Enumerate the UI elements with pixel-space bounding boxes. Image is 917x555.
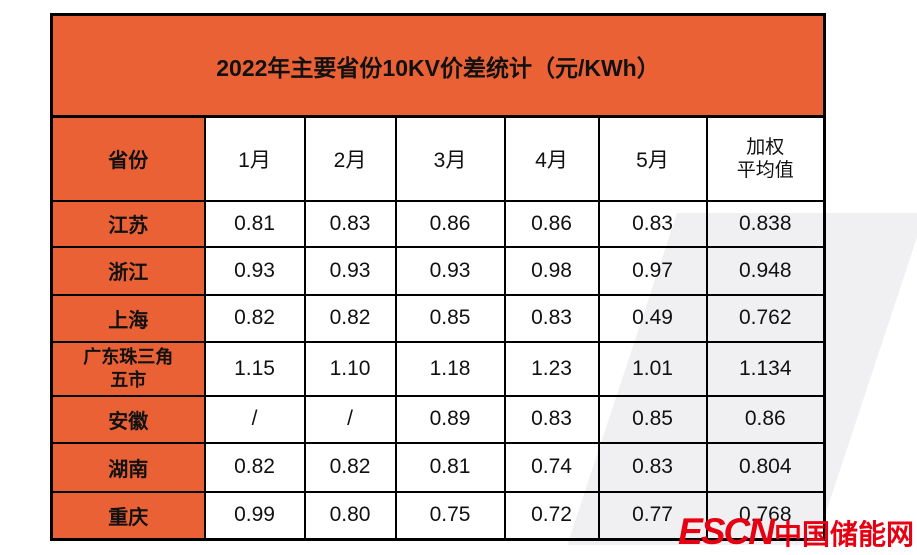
cell: 0.86: [705, 394, 826, 444]
header-row: 省份 1月 2月 3月 4月 5月 加权 平均值: [50, 115, 826, 202]
cell: 0.762: [705, 293, 826, 343]
row-label: 湖南: [50, 441, 206, 493]
price-table: 2022年主要省份10KV价差统计（元/KWh） 省份 1月 2月 3月 4月 …: [50, 13, 826, 541]
cell: 0.838: [705, 199, 826, 248]
cell: 0.948: [705, 245, 826, 296]
table-title: 2022年主要省份10KV价差统计（元/KWh）: [50, 13, 826, 118]
cell: 0.99: [203, 490, 306, 541]
table-row-shanghai: 上海 0.82 0.82 0.85 0.83 0.49 0.762: [50, 293, 826, 343]
cell: 0.81: [203, 199, 306, 248]
cell: 0.93: [303, 245, 397, 296]
table-row-chongqing: 重庆 0.99 0.80 0.75 0.72 0.77 0.768: [50, 490, 826, 541]
cell: 0.83: [503, 394, 600, 444]
table-row-anhui: 安徽 / / 0.89 0.83 0.85 0.86: [50, 394, 826, 444]
cell: 0.97: [597, 245, 708, 296]
row-label: 安徽: [50, 394, 206, 444]
column-header-may: 5月: [597, 115, 708, 202]
cell: 1.10: [303, 340, 397, 397]
cell: 0.86: [503, 199, 600, 248]
table-row-hunan: 湖南 0.82 0.82 0.81 0.74 0.83 0.804: [50, 441, 826, 493]
escn-logo: ESCN 中国储能网: [678, 513, 914, 550]
cell: 1.134: [705, 340, 826, 397]
cell: 0.49: [597, 293, 708, 343]
cell: 1.15: [203, 340, 306, 397]
cell: 0.77: [597, 490, 708, 541]
title-row: 2022年主要省份10KV价差统计（元/KWh）: [50, 13, 826, 118]
cell: 1.18: [394, 340, 506, 397]
cell: 0.85: [394, 293, 506, 343]
cell: 0.80: [303, 490, 397, 541]
cell: 0.85: [597, 394, 708, 444]
cell: 1.01: [597, 340, 708, 397]
cell: 0.768: [705, 490, 826, 541]
cell: 0.83: [503, 293, 600, 343]
row-label: 上海: [50, 293, 206, 343]
column-header-province: 省份: [50, 115, 206, 202]
column-header-mar: 3月: [394, 115, 506, 202]
cell: 0.98: [503, 245, 600, 296]
cell: 0.82: [203, 441, 306, 493]
cell: 0.804: [705, 441, 826, 493]
escn-logo-text-en: ESCN: [678, 511, 775, 552]
cell: 0.82: [303, 293, 397, 343]
cell: 0.81: [394, 441, 506, 493]
column-header-apr: 4月: [503, 115, 600, 202]
table-row-zhejiang: 浙江 0.93 0.93 0.93 0.98 0.97 0.948: [50, 245, 826, 296]
cell: 0.86: [394, 199, 506, 248]
column-header-weighted-average: 加权 平均值: [705, 115, 826, 202]
cell: 0.82: [203, 293, 306, 343]
cell: 0.83: [303, 199, 397, 248]
row-label: 重庆: [50, 490, 206, 541]
cell: 0.93: [203, 245, 306, 296]
escn-logo-text-zh: 中国储能网: [773, 519, 914, 550]
row-label: 浙江: [50, 245, 206, 296]
cell: /: [303, 394, 397, 444]
cell: /: [203, 394, 306, 444]
cell: 0.72: [503, 490, 600, 541]
column-header-jan: 1月: [203, 115, 306, 202]
table-row-guangdong-pearl-delta: 广东珠三角 五市 1.15 1.10 1.18 1.23 1.01 1.134: [50, 340, 826, 397]
cell: 0.82: [303, 441, 397, 493]
row-label: 广东珠三角 五市: [50, 340, 206, 397]
cell: 0.83: [597, 441, 708, 493]
cell: 0.83: [597, 199, 708, 248]
cell: 1.23: [503, 340, 600, 397]
row-label: 江苏: [50, 199, 206, 248]
table-row-jiangsu: 江苏 0.81 0.83 0.86 0.86 0.83 0.838: [50, 199, 826, 248]
cell: 0.93: [394, 245, 506, 296]
cell: 0.89: [394, 394, 506, 444]
column-header-feb: 2月: [303, 115, 397, 202]
cell: 0.75: [394, 490, 506, 541]
cell: 0.74: [503, 441, 600, 493]
